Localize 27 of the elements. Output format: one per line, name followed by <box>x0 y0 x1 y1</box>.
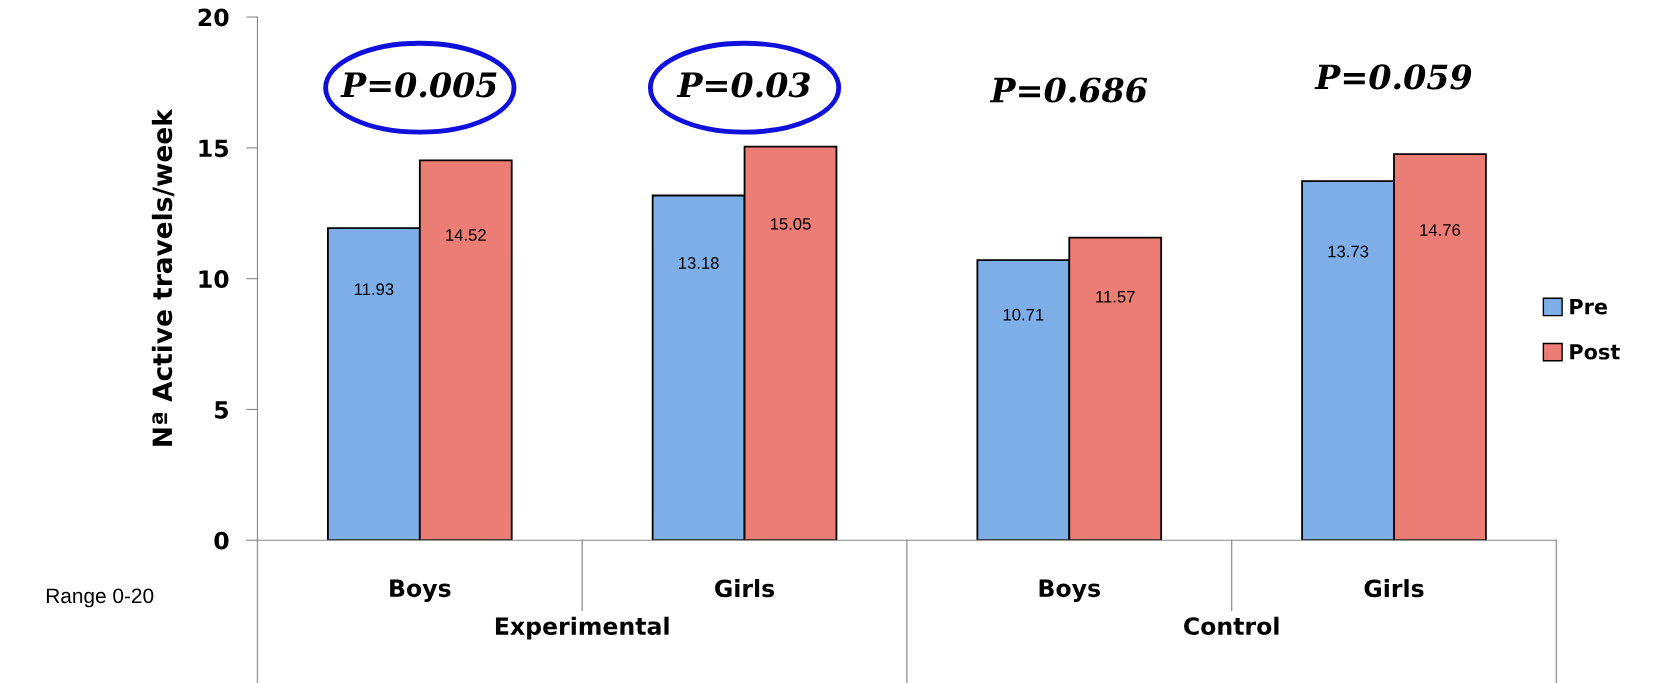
x-tick-label: Girls <box>715 579 775 598</box>
annotation: P=0.005 <box>340 72 497 98</box>
y-tick-label: 20 <box>198 8 229 27</box>
text: Experimental <box>495 616 669 640</box>
data-label: 13.73 <box>1328 245 1369 258</box>
annotation: P=0.03 <box>676 72 810 98</box>
data-label: 14.76 <box>1420 224 1461 236</box>
y-tick-label: 0 <box>214 531 229 550</box>
y-tick-label: 5 <box>215 401 229 419</box>
data-label: 15.05 <box>770 217 811 230</box>
legend-label: Pre <box>1570 298 1608 315</box>
data-label: 14.52 <box>446 229 486 241</box>
y-tick-label: 15 <box>199 139 229 158</box>
annotation: P=0.059 <box>1314 64 1472 90</box>
y-axis-title: Nª Active travels/week <box>151 108 175 446</box>
text: Control <box>1184 616 1279 635</box>
x-tick-label: Boys <box>390 579 451 602</box>
text: Range 0-20 <box>46 588 154 608</box>
y-tick-label: 10 <box>199 270 229 288</box>
x-tick-label: Boys <box>1039 579 1100 602</box>
x-tick-label: Girls <box>1364 579 1424 598</box>
legend-label: Post <box>1570 344 1620 360</box>
annotation: P=0.686 <box>989 77 1148 103</box>
data-label: 11.93 <box>354 283 394 296</box>
data-label: 11.57 <box>1096 290 1135 303</box>
data-label: 13.18 <box>679 257 719 269</box>
data-label: 10.71 <box>1003 308 1044 321</box>
